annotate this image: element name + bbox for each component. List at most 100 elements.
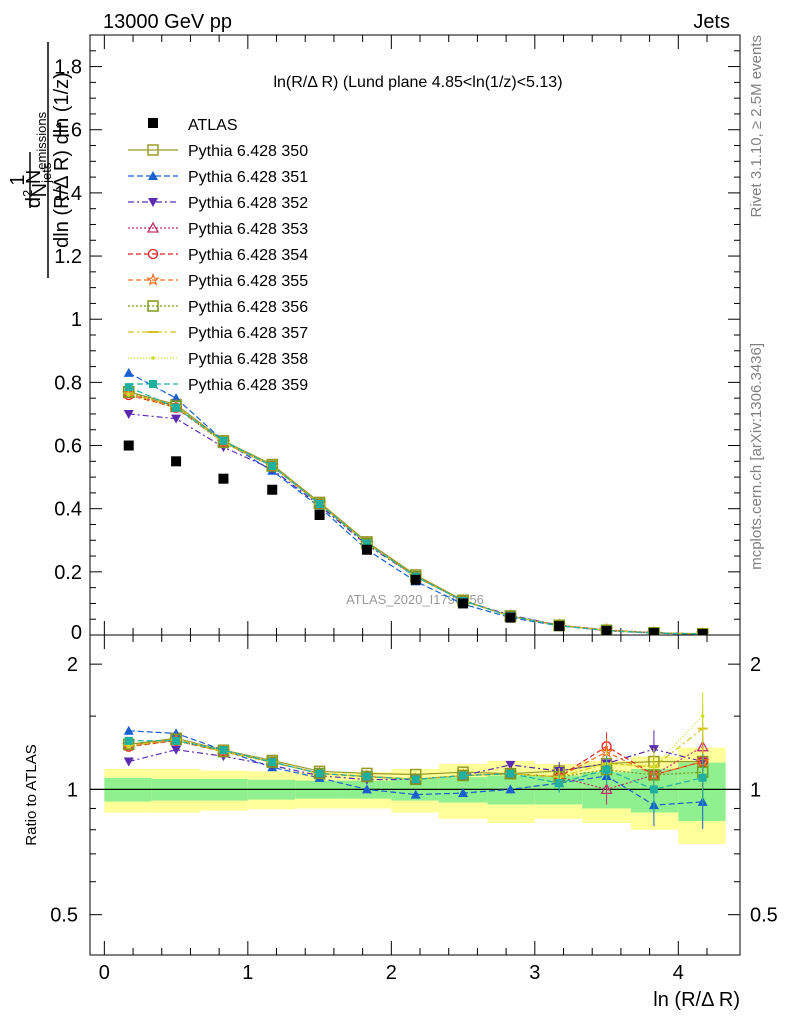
marker-square — [147, 144, 159, 156]
marker-square — [124, 383, 133, 392]
marker-triangle-down — [123, 757, 134, 767]
y-tick-label: 0 — [71, 622, 82, 644]
marker-square — [124, 736, 133, 745]
ratio-panel-frame — [89, 634, 741, 956]
svg-text:d2 Nemissions: d2 Nemissions — [20, 111, 49, 208]
y-tick-label: 0.8 — [54, 372, 82, 394]
marker-triangle-down — [148, 198, 158, 207]
legend-entry-atlas: ATLAS — [148, 117, 238, 134]
marker-square — [315, 769, 324, 778]
y-tick-label: 1 — [71, 309, 82, 331]
ratio-tick-label: 2 — [67, 654, 78, 676]
legend-entry-7: Pythia 6.428 356 — [128, 299, 308, 316]
y-tick-label: 1.6 — [54, 120, 82, 142]
marker-data — [314, 510, 325, 520]
header-right: Jets — [693, 11, 730, 33]
marker-star — [146, 272, 160, 286]
marker-triangle-up — [123, 725, 134, 735]
x-tick-label: 3 — [529, 962, 540, 984]
marker-data — [361, 544, 372, 555]
marker-square — [219, 436, 228, 445]
legend-label: Pythia 6.428 358 — [188, 351, 308, 368]
svg-text:1: 1 — [7, 174, 29, 185]
analysis-watermark: ATLAS_2020_I1790256 — [346, 592, 484, 607]
x-axis-label: ln (R/Δ R) — [653, 989, 740, 1011]
y-tick-label: 1.4 — [54, 183, 82, 205]
ratio-series-layer — [121, 692, 710, 830]
marker-square — [268, 758, 277, 767]
ratio-y-axis-label: Ratio to ATLAS — [23, 744, 40, 845]
plot-title: ln(R/Δ R) (Lund plane 4.85<ln(1/z)<5.13) — [273, 74, 562, 91]
mcplots-label: mcplots.cern.ch [arXiv:1306.3436] — [748, 343, 765, 570]
legend-label: Pythia 6.428 359 — [188, 377, 308, 394]
marker-data — [601, 625, 612, 635]
legend-entry-1: Pythia 6.428 350 — [128, 143, 308, 160]
rivet-label: Rivet 3.1.10, ≥ 2.5M events — [748, 35, 765, 218]
ratio-tick-label-right: 1 — [750, 779, 761, 801]
svg-text:dln (R/Δ R) dln (1/z): dln (R/Δ R) dln (1/z) — [51, 72, 73, 248]
marker-data — [171, 456, 182, 467]
marker-data — [505, 612, 516, 623]
marker-square — [459, 771, 468, 780]
y-tick-label: 1.8 — [54, 57, 82, 79]
marker-triangle-down — [505, 760, 516, 770]
y-tick-label: 0.4 — [54, 499, 82, 521]
legend-entry-5: Pythia 6.428 354 — [128, 247, 308, 264]
marker-data — [218, 473, 229, 484]
legend-label: Pythia 6.428 355 — [188, 273, 308, 290]
legend-entry-8: Pythia 6.428 357 — [128, 325, 308, 342]
marker-circle — [147, 248, 159, 260]
legend-label: Pythia 6.428 352 — [188, 195, 308, 212]
marker-dot — [652, 764, 656, 769]
marker-dot — [126, 393, 131, 397]
marker-dot — [151, 356, 155, 360]
marker-square — [149, 380, 157, 388]
x-tick-label: 0 — [99, 962, 110, 984]
marker-square — [362, 772, 371, 781]
marker-square — [411, 775, 420, 784]
marker-square — [315, 499, 324, 508]
marker-square — [649, 785, 658, 794]
marker-square — [268, 462, 277, 471]
x-tick-label: 4 — [673, 962, 684, 984]
legend-label: Pythia 6.428 350 — [188, 143, 308, 160]
legend-label: Pythia 6.428 353 — [188, 221, 308, 238]
marker-data — [554, 621, 565, 632]
marker-triangle-up — [505, 784, 516, 794]
marker-square — [555, 779, 564, 788]
marker-triangle-up — [171, 393, 182, 403]
marker-data — [123, 440, 134, 451]
marker-data — [648, 628, 659, 635]
x-tick-label: 2 — [386, 962, 397, 984]
marker-data — [458, 598, 469, 609]
marker-triangle-up — [361, 784, 372, 794]
marker-triangle-up — [458, 788, 469, 798]
marker-square — [172, 403, 181, 412]
legend-label: Pythia 6.428 354 — [188, 247, 308, 264]
series-atlas — [123, 440, 708, 635]
header-left: 13000 GeV pp — [103, 11, 232, 33]
marker-square — [698, 773, 707, 782]
top-series-layer — [121, 367, 710, 635]
legend-label: Pythia 6.428 351 — [188, 169, 308, 186]
marker-triangle-down — [171, 745, 182, 755]
svg-text:Njets: Njets — [29, 162, 54, 197]
legend-label: Pythia 6.428 356 — [188, 299, 308, 316]
marker-data — [697, 629, 708, 635]
marker-triangle-up — [410, 789, 421, 799]
marker-square — [147, 300, 159, 312]
legend: ATLAS Pythia 6.428 350 Pythia 6.428 351 Pyt… — [128, 117, 308, 394]
marker-triangle-up — [123, 367, 134, 377]
legend-entry-6: Pythia 6.428 355 — [128, 272, 308, 290]
ratio-tick-label: 1 — [67, 779, 78, 801]
legend-entry-10: Pythia 6.428 359 — [128, 377, 308, 394]
marker-square — [219, 746, 228, 755]
marker-triangle-down — [123, 409, 134, 419]
y-tick-label: 0.6 — [54, 436, 82, 458]
ratio-tick-label-right: 0.5 — [750, 905, 778, 927]
ratio-tick-label-right: 2 — [750, 654, 761, 676]
marker-triangle-down — [171, 414, 182, 424]
y-tick-label: 0.2 — [54, 562, 82, 584]
marker-square — [172, 736, 181, 745]
